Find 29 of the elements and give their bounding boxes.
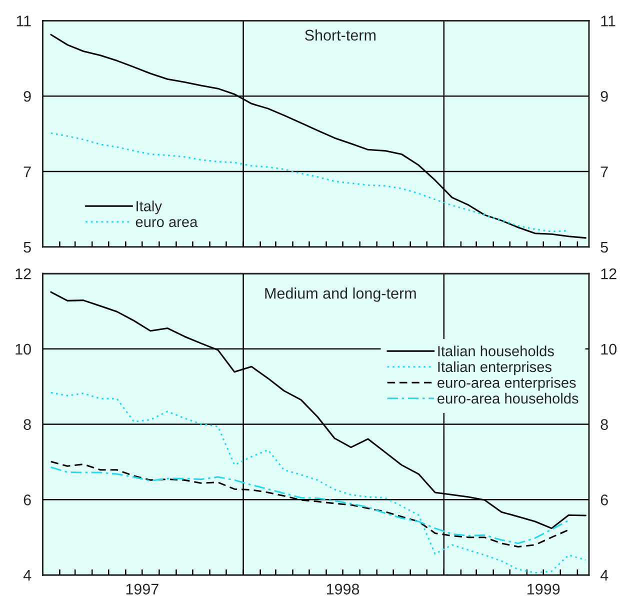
legend-label: euro-area households: [438, 392, 578, 404]
x-tick-label: 1999: [528, 584, 560, 595]
legend-label: Italian households: [438, 346, 554, 356]
chart-title: Short-term: [305, 29, 376, 41]
y2-tick-label: 8: [600, 419, 608, 430]
y-tick-label: 5: [24, 242, 31, 253]
y-tick-label: 11: [16, 16, 31, 26]
x-tick-label: 1998: [326, 584, 360, 595]
y-tick-label: 6: [24, 494, 31, 506]
x-tick-label: 1997: [126, 584, 158, 595]
y2-tick-label: 11: [601, 16, 616, 26]
legend-label: euro-area enterprises: [438, 377, 576, 391]
y-tick-label: 9: [24, 90, 31, 102]
legend-label: euro area: [136, 219, 198, 228]
y2-tick-label: 12: [601, 268, 616, 280]
y2-tick-label: 7: [600, 166, 608, 178]
y2-tick-label: 5: [600, 242, 608, 253]
y2-tick-label: 10: [601, 344, 616, 355]
y-tick-label: 7: [24, 166, 31, 178]
text: Medium and long-term: [265, 288, 416, 302]
y2-tick-label: 9: [600, 90, 608, 102]
legend-label: Italy: [136, 200, 162, 214]
y-tick-label: 12: [16, 268, 31, 280]
y-tick-label: 8: [24, 419, 31, 430]
y2-tick-label: 4: [600, 570, 608, 581]
y2-tick-label: 6: [600, 494, 608, 506]
legend-label: Italian enterprises: [438, 361, 552, 375]
y-tick-label: 10: [16, 344, 31, 355]
y-tick-label: 4: [23, 570, 32, 581]
